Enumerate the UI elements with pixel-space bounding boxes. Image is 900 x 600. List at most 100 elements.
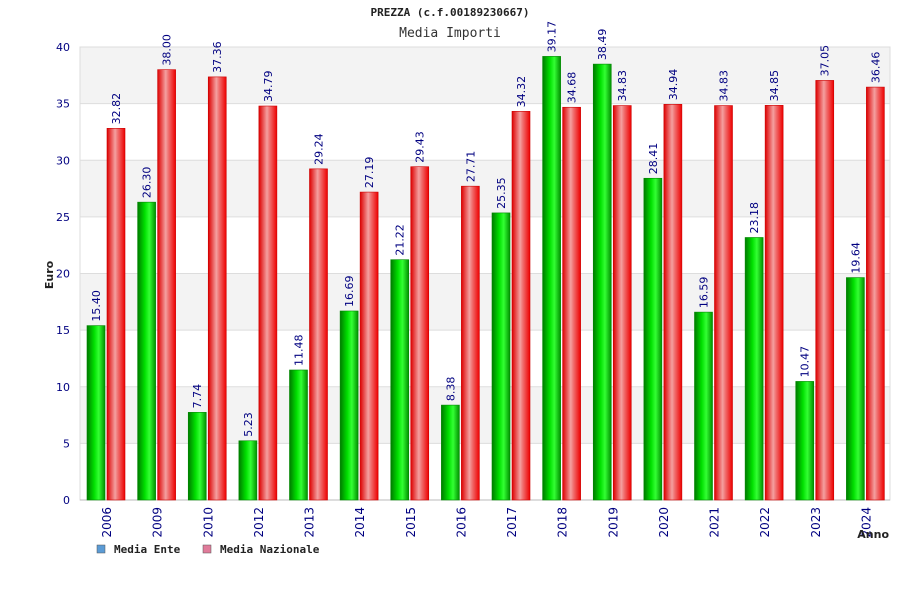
data-labels: 15.40 32.82 26.30 38.00 7.74 37.36 5.23 34.79 11… bbox=[90, 21, 882, 437]
data-label-media-nazionale-2016: 27.71 bbox=[464, 151, 477, 183]
x-tick-label-2024: 2024 bbox=[859, 507, 873, 538]
data-label-media-ente-2024: 19.64 bbox=[849, 242, 862, 274]
bar-media-ente-2016 bbox=[441, 404, 460, 501]
data-label-media-ente-2018: 39.17 bbox=[546, 21, 559, 53]
data-label-media-ente-2017: 25.35 bbox=[495, 177, 508, 209]
data-label-media-ente-2020: 28.41 bbox=[647, 143, 660, 175]
bar-media-nazionale-2018 bbox=[562, 106, 581, 501]
x-tick-label-2018: 2018 bbox=[556, 507, 570, 538]
chart-title: PREZZA (c.f.00189230667) bbox=[371, 6, 530, 19]
bar-media-ente-2018 bbox=[542, 56, 561, 501]
data-label-media-nazionale-2019: 34.83 bbox=[616, 70, 629, 102]
data-label-media-nazionale-2006: 32.82 bbox=[110, 93, 123, 125]
y-tick-label: 25 bbox=[56, 211, 70, 224]
y-tick-label: 0 bbox=[63, 494, 70, 507]
bar-media-ente-2021 bbox=[694, 311, 713, 501]
x-tick-label-2016: 2016 bbox=[454, 507, 468, 538]
y-tick-label: 20 bbox=[56, 268, 70, 281]
data-label-media-ente-2019: 38.49 bbox=[596, 29, 609, 61]
y-axis-label: Euro bbox=[43, 260, 56, 289]
y-tick-label: 30 bbox=[56, 154, 70, 167]
data-label-media-nazionale-2021: 34.83 bbox=[718, 70, 731, 102]
x-tick-label-2013: 2013 bbox=[303, 507, 317, 538]
data-label-media-ente-2023: 10.47 bbox=[799, 346, 812, 378]
legend: Media Ente Media Nazionale bbox=[96, 543, 320, 556]
data-label-media-nazionale-2014: 27.19 bbox=[363, 157, 376, 189]
bar-media-ente-2020 bbox=[643, 177, 663, 501]
bar-media-nazionale-2020 bbox=[663, 104, 683, 501]
bar-media-nazionale-2006 bbox=[106, 128, 126, 501]
bar-media-nazionale-2013 bbox=[309, 168, 328, 501]
data-label-media-ente-2006: 15.40 bbox=[90, 290, 103, 322]
bar-media-nazionale-2015 bbox=[410, 166, 430, 501]
x-tick-labels: 2006 2009 2010 2012 2013 2014 2015 2016 2017 2018… bbox=[100, 507, 873, 538]
bar-media-ente-2015 bbox=[390, 259, 410, 501]
x-tick-label-2006: 2006 bbox=[100, 507, 114, 538]
data-label-media-nazionale-2013: 29.24 bbox=[313, 133, 326, 165]
data-label-media-nazionale-2017: 34.32 bbox=[515, 76, 528, 108]
x-tick-label-2010: 2010 bbox=[201, 507, 215, 538]
x-tick-label-2017: 2017 bbox=[505, 507, 519, 538]
x-tick-label-2022: 2022 bbox=[758, 507, 772, 538]
data-label-media-nazionale-2015: 29.43 bbox=[414, 131, 427, 163]
bar-media-ente-2014 bbox=[339, 310, 359, 501]
data-label-media-nazionale-2012: 34.79 bbox=[262, 71, 275, 103]
bar-media-ente-2009 bbox=[137, 201, 156, 501]
y-tick-label: 15 bbox=[56, 324, 70, 337]
x-tick-label-2023: 2023 bbox=[809, 507, 823, 538]
bar-media-ente-2017 bbox=[491, 212, 511, 501]
bar-media-ente-2023 bbox=[795, 381, 815, 501]
bar-media-nazionale-2024 bbox=[866, 86, 885, 501]
bar-media-ente-2022 bbox=[744, 237, 764, 501]
data-label-media-nazionale-2010: 37.36 bbox=[211, 41, 224, 73]
x-axis-label: Anno bbox=[857, 528, 889, 541]
bar-media-nazionale-2016 bbox=[461, 185, 480, 501]
data-label-media-ente-2013: 11.48 bbox=[293, 334, 306, 366]
bar-media-ente-2006 bbox=[86, 325, 106, 501]
bar-media-nazionale-2012 bbox=[258, 105, 278, 501]
y-tick-label: 5 bbox=[63, 437, 70, 450]
data-label-media-nazionale-2023: 37.05 bbox=[819, 45, 832, 77]
data-label-media-ente-2014: 16.69 bbox=[343, 275, 356, 307]
data-label-media-ente-2022: 23.18 bbox=[748, 202, 761, 234]
data-label-media-ente-2016: 8.38 bbox=[444, 377, 457, 402]
data-label-media-ente-2009: 26.30 bbox=[141, 167, 154, 199]
bar-media-ente-2010 bbox=[187, 412, 207, 501]
legend-swatch-media-ente bbox=[96, 544, 106, 554]
bar-media-ente-2024 bbox=[846, 277, 865, 501]
bar-media-nazionale-2021 bbox=[714, 105, 733, 501]
data-label-media-nazionale-2024: 36.46 bbox=[869, 52, 882, 84]
bar-media-nazionale-2022 bbox=[764, 105, 784, 501]
x-tick-label-2020: 2020 bbox=[657, 507, 671, 538]
y-tick-label: 40 bbox=[56, 41, 70, 54]
data-label-media-nazionale-2009: 38.00 bbox=[161, 34, 174, 66]
bar-media-ente-2012 bbox=[238, 440, 258, 501]
bar-media-ente-2019 bbox=[592, 63, 612, 501]
data-label-media-nazionale-2020: 34.94 bbox=[667, 69, 680, 101]
x-tick-label-2019: 2019 bbox=[606, 507, 620, 538]
data-label-media-nazionale-2022: 34.85 bbox=[768, 70, 781, 102]
x-tick-label-2015: 2015 bbox=[404, 507, 418, 538]
y-tick-label: 10 bbox=[56, 381, 70, 394]
y-tick-labels: 0 5 10 15 20 25 30 35 40 bbox=[56, 41, 70, 507]
data-label-media-ente-2015: 21.22 bbox=[394, 224, 407, 256]
legend-swatch-media-nazionale bbox=[202, 544, 212, 554]
y-tick-label: 35 bbox=[56, 98, 70, 111]
bar-media-nazionale-2023 bbox=[815, 80, 835, 501]
data-label-media-ente-2021: 16.59 bbox=[698, 277, 711, 309]
data-label-media-nazionale-2018: 34.68 bbox=[566, 72, 579, 104]
x-tick-label-2009: 2009 bbox=[151, 507, 165, 538]
bar-media-nazionale-2009 bbox=[157, 69, 176, 501]
bar-media-nazionale-2010 bbox=[207, 76, 227, 501]
bars bbox=[86, 56, 885, 501]
bar-media-nazionale-2017 bbox=[511, 111, 531, 501]
chart-subtitle: Media Importi bbox=[399, 26, 501, 41]
x-tick-label-2012: 2012 bbox=[252, 507, 266, 538]
legend-label-media-ente: Media Ente bbox=[114, 543, 181, 556]
x-tick-label-2021: 2021 bbox=[708, 507, 722, 538]
data-label-media-ente-2012: 5.23 bbox=[242, 412, 255, 437]
bar-media-nazionale-2014 bbox=[359, 191, 379, 501]
bar-media-nazionale-2019 bbox=[612, 105, 632, 501]
legend-label-media-nazionale: Media Nazionale bbox=[220, 543, 320, 556]
